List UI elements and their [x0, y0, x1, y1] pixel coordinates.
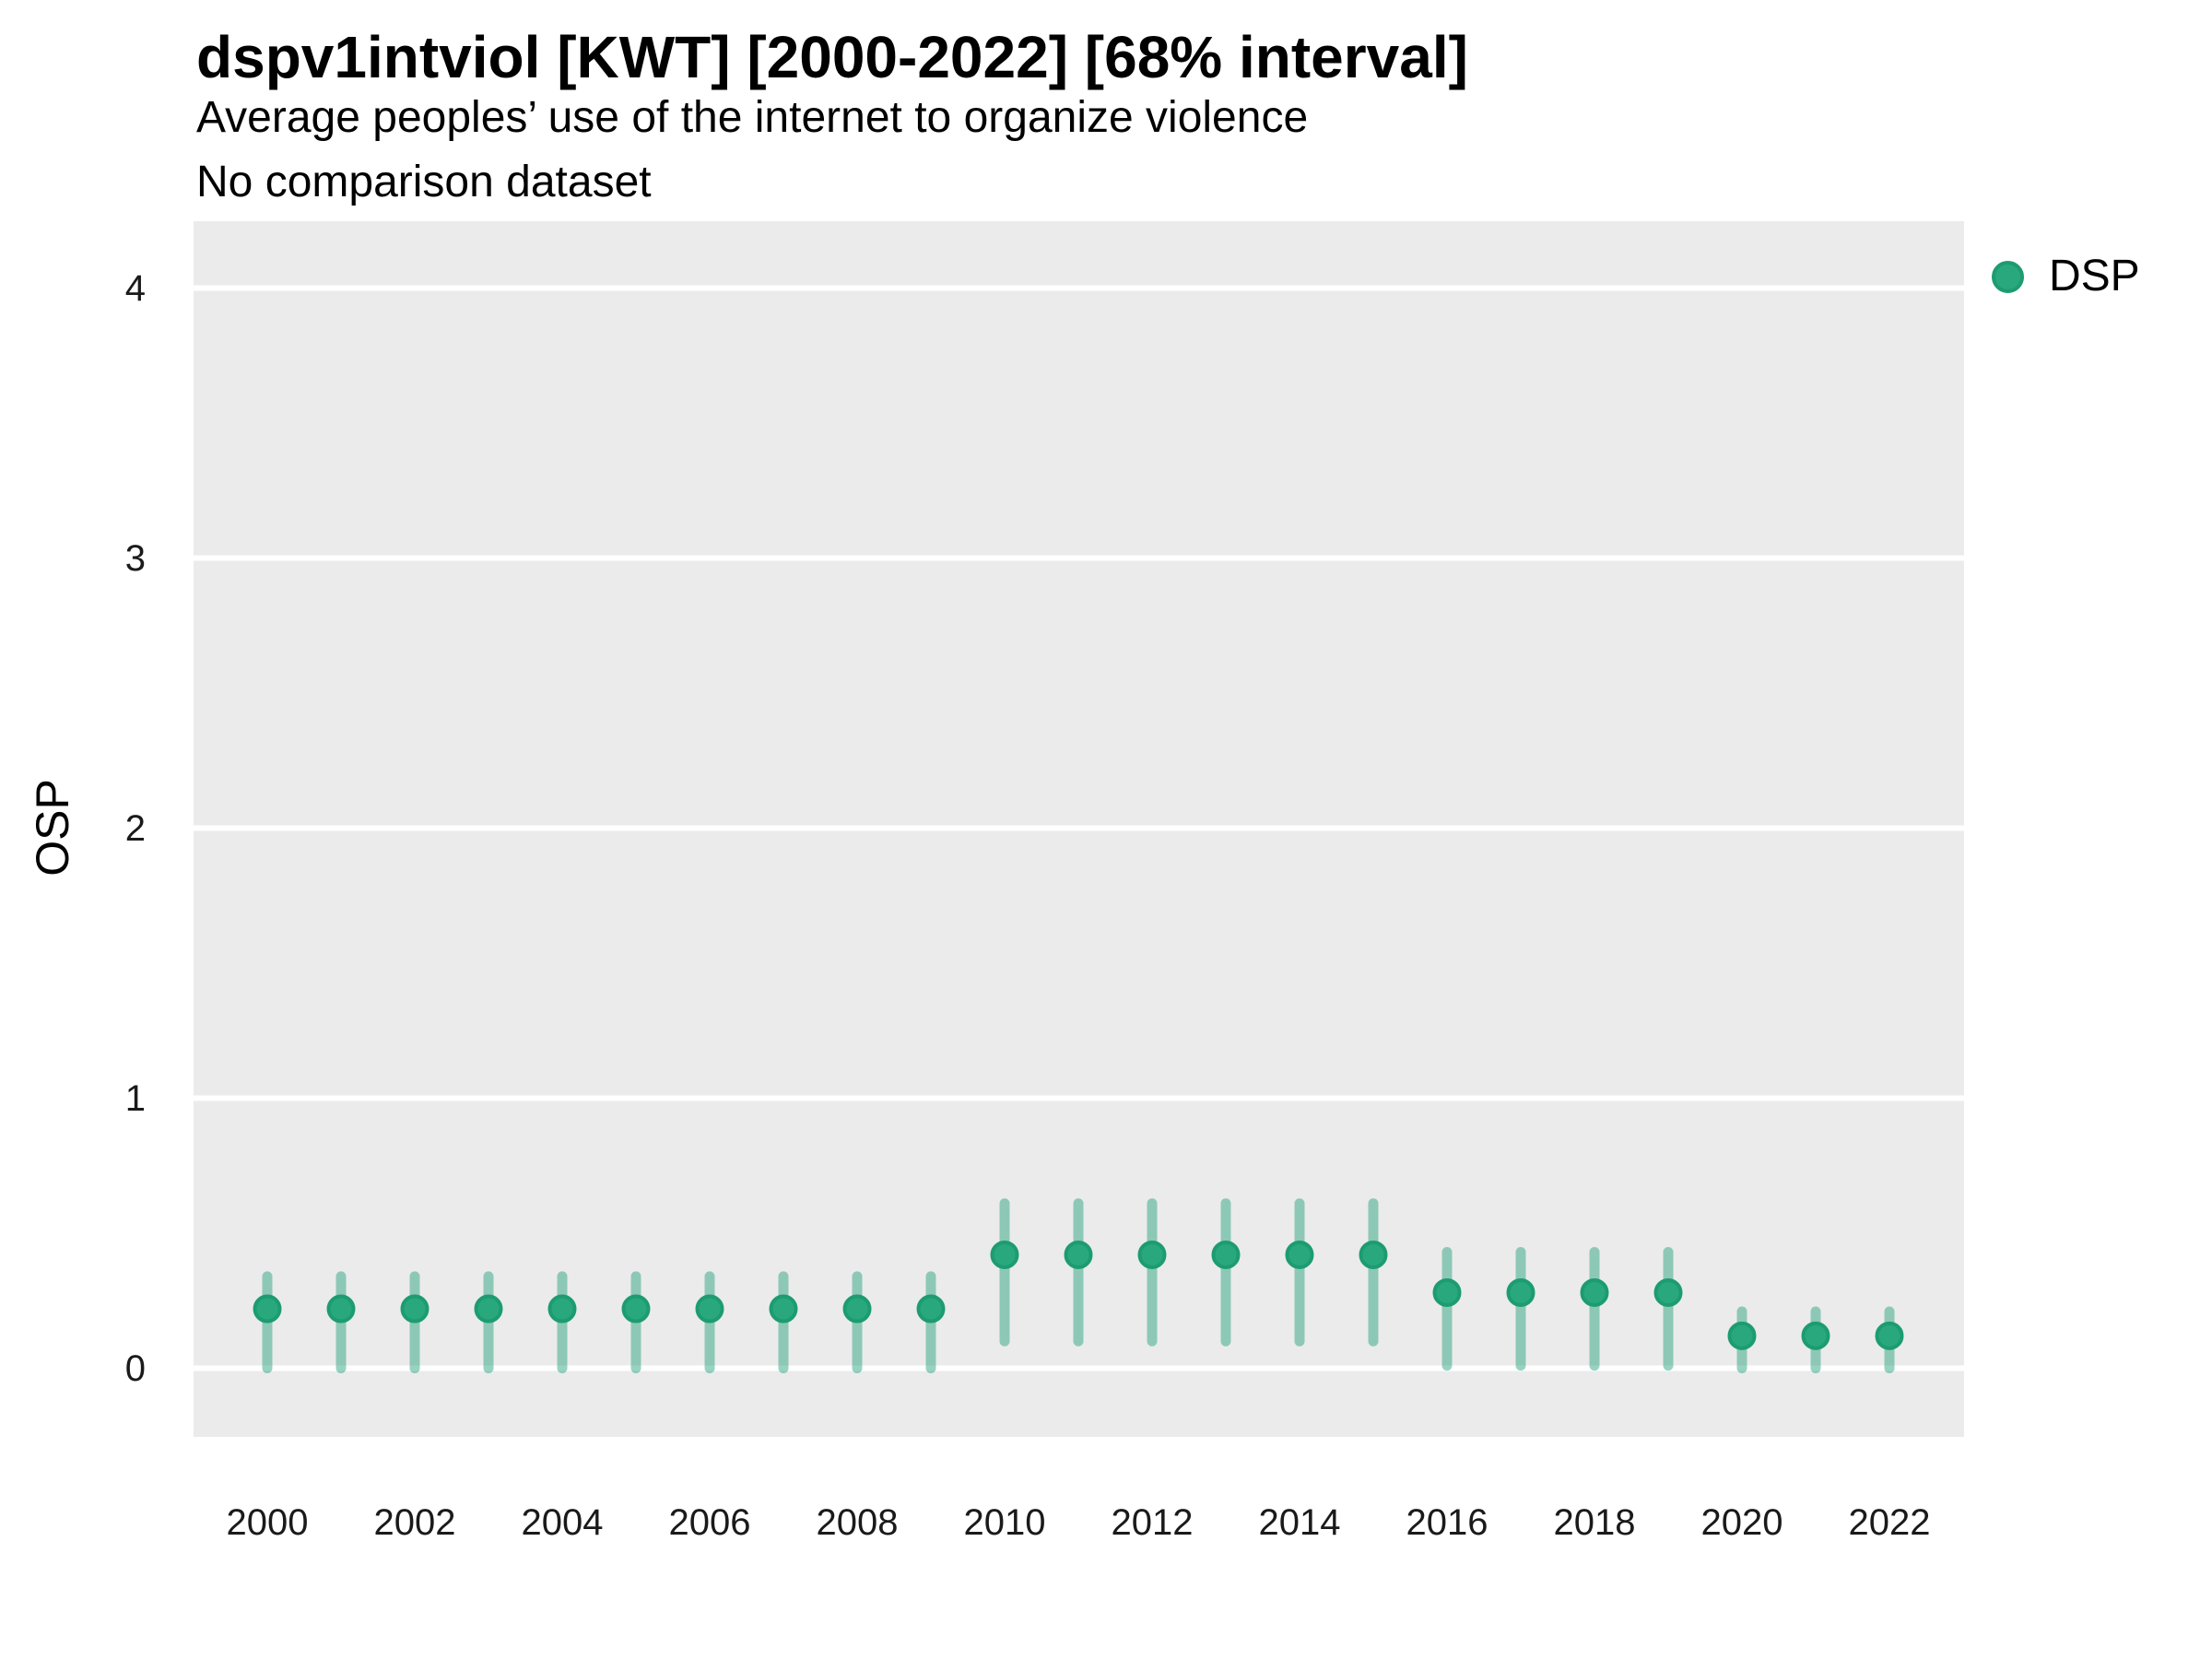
x-tick-label-2016: 2016 [1406, 1502, 1488, 1543]
x-tick-label-2022: 2022 [1848, 1502, 1931, 1543]
x-tick-label-2006: 2006 [668, 1502, 751, 1543]
data-point-2018 [1580, 1277, 1609, 1307]
y-tick-label-1: 1 [124, 1077, 146, 1119]
y-tick-label-2: 2 [124, 807, 146, 849]
data-point-2007 [769, 1294, 798, 1324]
legend: DSP [1992, 253, 2140, 300]
data-point-2003 [474, 1294, 503, 1324]
y-tick-label-4: 4 [124, 267, 146, 309]
y-tick-label-0: 0 [124, 1347, 146, 1389]
data-point-2021 [1801, 1321, 1830, 1350]
data-point-2001 [326, 1294, 356, 1324]
x-tick-label-2008: 2008 [816, 1502, 899, 1543]
x-tick-label-2012: 2012 [1111, 1502, 1194, 1543]
legend-point-icon [1992, 260, 2024, 293]
data-point-2002 [400, 1294, 429, 1324]
data-point-2019 [1653, 1277, 1683, 1307]
data-point-2022 [1875, 1321, 1904, 1350]
x-tick-label-2004: 2004 [521, 1502, 604, 1543]
x-tick-label-2010: 2010 [963, 1502, 1046, 1543]
chart-title: dspv1intviol [KWT] [2000-2022] [68% inte… [196, 24, 1468, 90]
x-tick-label-2014: 2014 [1258, 1502, 1341, 1543]
data-point-2013 [1211, 1240, 1241, 1269]
data-point-2020 [1727, 1321, 1757, 1350]
x-tick-label-2018: 2018 [1553, 1502, 1636, 1543]
data-point-2015 [1359, 1240, 1388, 1269]
x-tick-label-2002: 2002 [373, 1502, 456, 1543]
data-point-2014 [1285, 1240, 1314, 1269]
data-point-2008 [842, 1294, 872, 1324]
data-point-2006 [695, 1294, 724, 1324]
data-point-2009 [916, 1294, 946, 1324]
data-point-2010 [990, 1240, 1019, 1269]
data-point-2016 [1432, 1277, 1462, 1307]
data-point-2017 [1506, 1277, 1535, 1307]
data-point-2011 [1064, 1240, 1093, 1269]
chart-note: No comparison dataset [196, 158, 652, 206]
x-tick-label-2020: 2020 [1700, 1502, 1783, 1543]
data-point-2000 [253, 1294, 282, 1324]
y-tick-label-3: 3 [124, 537, 146, 579]
legend-label: DSP [2049, 252, 2140, 300]
chart-subtitle: Average peoples’ use of the internet to … [196, 93, 1309, 142]
x-tick-label-2000: 2000 [226, 1502, 309, 1543]
data-point-2004 [547, 1294, 577, 1324]
data-point-2005 [621, 1294, 651, 1324]
data-point-2012 [1137, 1240, 1167, 1269]
